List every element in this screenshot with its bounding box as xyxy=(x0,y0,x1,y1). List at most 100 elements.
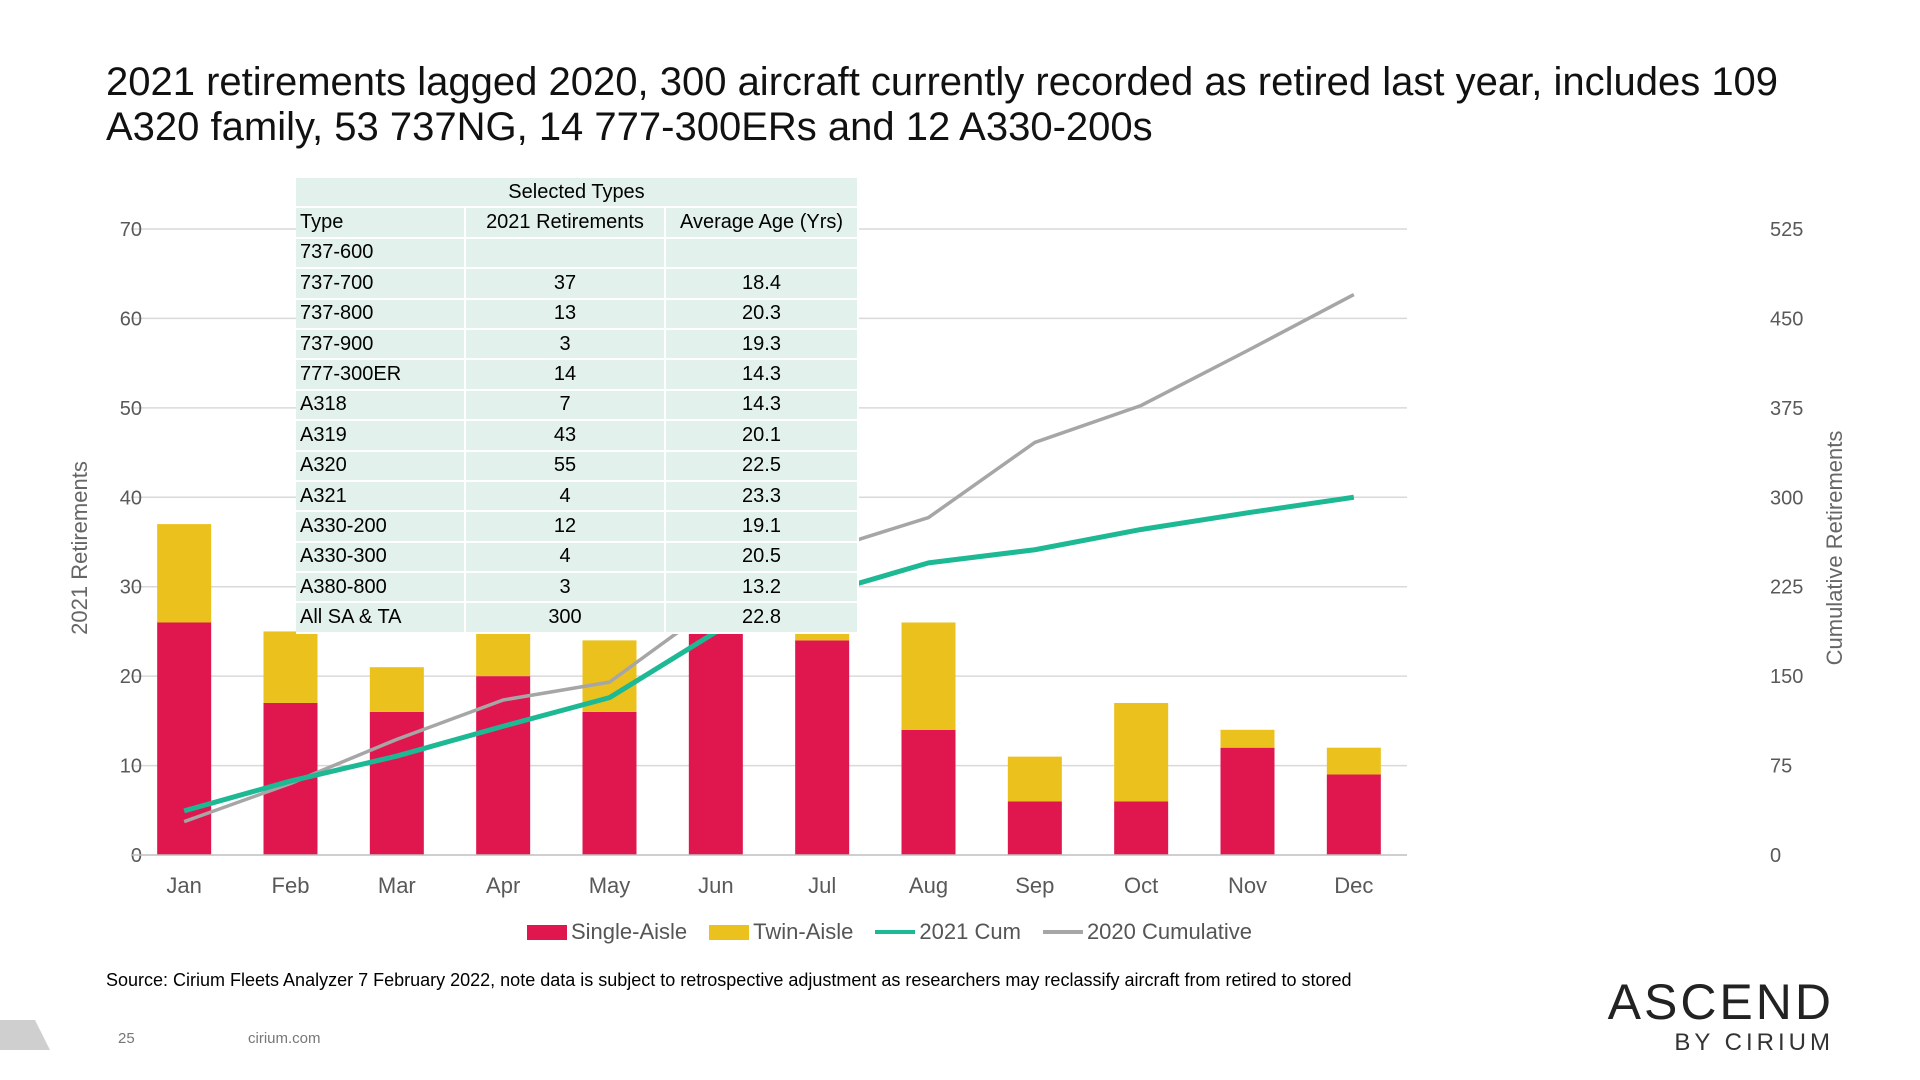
source-note: Source: Cirium Fleets Analyzer 7 Februar… xyxy=(106,970,1352,990)
table-row: 737-900 3 19.3 xyxy=(296,328,859,361)
y-tick-label: 50 xyxy=(120,398,142,420)
brand-logo: ASCEND BY CIRIUM xyxy=(1608,975,1834,1057)
x-tick-label: Mar xyxy=(378,873,416,898)
cell-average-age: 20.5 xyxy=(665,541,859,574)
legend-label-single-aisle: Single-Aisle xyxy=(571,919,688,944)
cell-type: All SA & TA xyxy=(296,602,466,634)
bar-single-aisle xyxy=(1114,801,1169,855)
cell-retirements: 13 xyxy=(465,298,666,330)
table-row: A321 4 23.3 xyxy=(296,480,859,513)
cell-type: A380-800 xyxy=(296,572,466,604)
legend-label-twin-aisle: Twin-Aisle xyxy=(753,919,854,944)
legend-twin-aisle: Twin-Aisle xyxy=(709,919,853,945)
cell-average-age: 18.4 xyxy=(665,268,859,300)
cell-type: 737-900 xyxy=(296,328,466,361)
x-tick-label: Sep xyxy=(1015,873,1054,898)
bar-twin-aisle xyxy=(1220,729,1275,748)
y-tick-label: 20 xyxy=(120,666,142,688)
table-row: 737-800 13 20.3 xyxy=(296,298,859,330)
cell-average-age: 14.3 xyxy=(665,389,859,422)
legend-swatch-single-aisle xyxy=(527,924,567,940)
cell-type: 737-600 xyxy=(296,237,466,270)
cell-type: A319 xyxy=(296,420,466,452)
bar-single-aisle xyxy=(582,711,637,855)
cell-retirements: 3 xyxy=(465,572,666,604)
y-tick-label: 30 xyxy=(120,577,142,599)
bar-twin-aisle xyxy=(263,631,318,703)
cell-average-age: 19.1 xyxy=(665,511,859,543)
table-caption-row: Selected Types xyxy=(296,178,859,209)
y-axis-label: 2021 Retirements xyxy=(67,461,92,635)
bar-single-aisle xyxy=(1220,747,1275,855)
bar-twin-aisle xyxy=(901,622,956,730)
table-caption: Selected Types xyxy=(296,178,859,209)
table-row: All SA & TA 300 22.8 xyxy=(296,602,859,634)
table-row: A330-200 12 19.1 xyxy=(296,511,859,543)
y-tick-label: 60 xyxy=(120,308,142,330)
table-row: 777-300ER 14 14.3 xyxy=(296,359,859,391)
axes: 0 10 20 30 40 50 60 70 0 75 150 225 300 375 450 525 Jan F… xyxy=(120,219,1804,898)
legend-2020-cumulative: 2020 Cumulative xyxy=(1042,919,1252,945)
legend-label-2021-cum: 2021 Cum xyxy=(919,919,1021,944)
cell-average-age: 20.3 xyxy=(665,298,859,330)
cell-retirements: 12 xyxy=(465,511,666,543)
cell-average-age xyxy=(665,237,859,270)
cell-average-age: 19.3 xyxy=(665,328,859,361)
bar-single-aisle xyxy=(1007,801,1062,855)
cell-retirements: 7 xyxy=(465,389,666,422)
table-row: 737-700 37 18.4 xyxy=(296,268,859,300)
legend-single-aisle: Single-Aisle xyxy=(527,919,687,945)
x-tick-label: Dec xyxy=(1334,873,1373,898)
y-tick-label: 40 xyxy=(120,487,142,509)
x-tick-label: Jun xyxy=(698,873,733,898)
bar-twin-aisle xyxy=(369,667,424,712)
bar-twin-aisle xyxy=(1114,702,1169,802)
cell-average-age: 13.2 xyxy=(665,572,859,604)
legend-swatch-twin-aisle xyxy=(709,924,750,940)
x-tick-label: May xyxy=(589,873,631,898)
y-tick-label: 10 xyxy=(120,756,142,778)
x-tick-label: Oct xyxy=(1124,873,1158,898)
slide-title: 2021 retirements lagged 2020, 300 aircra… xyxy=(106,60,1779,149)
cell-type: A318 xyxy=(296,389,466,422)
cell-type: A330-300 xyxy=(296,541,466,574)
cell-retirements: 3 xyxy=(465,328,666,361)
cell-type: 737-800 xyxy=(296,298,466,330)
legend-swatch-2021-cum xyxy=(875,930,916,934)
x-tick-label: Nov xyxy=(1228,873,1267,898)
site-link[interactable]: cirium.com xyxy=(248,1030,321,1047)
cell-retirements: 37 xyxy=(465,268,666,300)
x-tick-label: Aug xyxy=(909,873,948,898)
selected-types-table: Selected Types Type 2021 Retirements Ave… xyxy=(296,178,859,634)
bar-twin-aisle xyxy=(1007,756,1062,802)
table-row: A320 55 22.5 xyxy=(296,450,859,482)
cell-retirements: 43 xyxy=(465,420,666,452)
table-row: 737-600 xyxy=(296,237,859,270)
y2-tick-label: 375 xyxy=(1770,398,1803,420)
cell-type: A320 xyxy=(296,450,466,482)
table-header-row: Type 2021 Retirements Average Age (Yrs) xyxy=(296,207,859,239)
cell-retirements: 4 xyxy=(465,541,666,574)
y-tick-label: 0 xyxy=(131,845,142,867)
header-average-age: Average Age (Yrs) xyxy=(665,207,859,239)
x-tick-label: Feb xyxy=(272,873,310,898)
x-tick-label: Apr xyxy=(486,873,520,898)
bar-twin-aisle xyxy=(1326,747,1381,775)
legend-2021-cum: 2021 Cum xyxy=(875,919,1021,945)
cell-average-age: 22.5 xyxy=(665,450,859,482)
table-row: A380-800 3 13.2 xyxy=(296,572,859,604)
table-row: A319 43 20.1 xyxy=(296,420,859,452)
brand-name: ASCEND xyxy=(1607,974,1834,1030)
y2-tick-label: 300 xyxy=(1770,487,1803,509)
cell-average-age: 23.3 xyxy=(665,480,859,513)
bar-twin-aisle xyxy=(476,631,531,677)
cell-retirements xyxy=(465,237,666,270)
x-tick-label: Jan xyxy=(166,873,201,898)
cell-type: 737-700 xyxy=(296,268,466,300)
cell-retirements: 55 xyxy=(465,450,666,482)
bar-single-aisle xyxy=(795,640,850,855)
cell-retirements: 4 xyxy=(465,480,666,513)
header-type: Type xyxy=(296,207,466,239)
cell-type: 777-300ER xyxy=(296,359,466,391)
y2-tick-label: 0 xyxy=(1770,845,1781,867)
